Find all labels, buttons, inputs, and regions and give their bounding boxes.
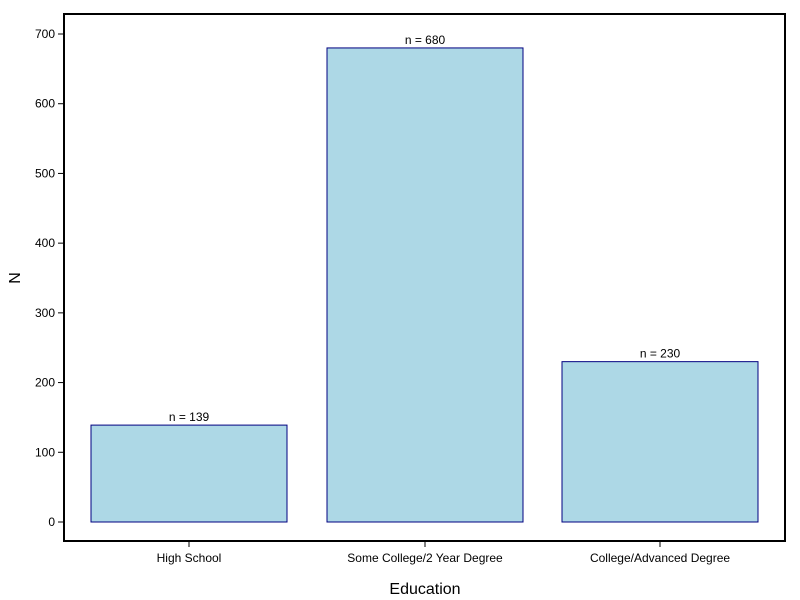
y-axis-title: N (7, 272, 24, 284)
bar (326, 47, 524, 523)
bar-data-label: n = 680 (405, 33, 446, 47)
y-tick-label: 700 (35, 27, 55, 41)
bars: n = 139 n = 680 n = 230 (90, 33, 759, 523)
bar (90, 424, 288, 523)
bar (561, 361, 759, 523)
x-category-label: Some College/2 Year Degree (347, 551, 503, 565)
x-category-label: High School (157, 551, 222, 565)
x-category-label: College/Advanced Degree (590, 551, 730, 565)
y-tick-label: 200 (35, 376, 55, 390)
y-tick-label: 0 (48, 515, 55, 529)
y-tick-label: 300 (35, 306, 55, 320)
y-tick-label: 500 (35, 166, 55, 180)
x-axis-title: Education (389, 581, 460, 598)
x-axis: High School Some College/2 Year Degree Col… (157, 541, 730, 565)
bar-data-label: n = 139 (169, 410, 210, 424)
y-tick-label: 400 (35, 236, 55, 250)
y-tick-label: 100 (35, 445, 55, 459)
y-tick-label: 600 (35, 97, 55, 111)
bar-data-label: n = 230 (640, 347, 681, 361)
y-axis: 0 100 200 300 400 500 600 700 (35, 27, 64, 529)
